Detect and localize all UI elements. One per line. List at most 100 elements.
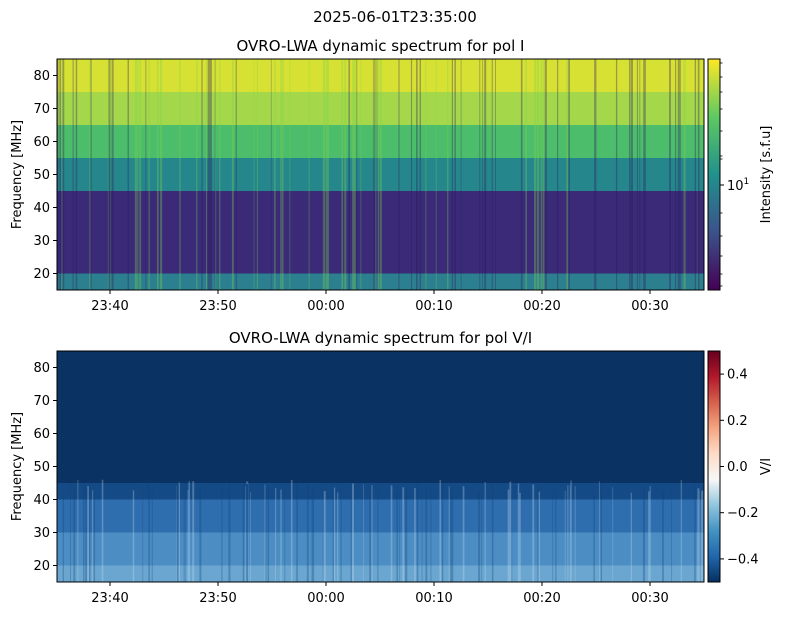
p1-streak	[372, 59, 374, 290]
p1-streak	[594, 59, 597, 290]
p2-streak	[70, 482, 71, 582]
p1-streak	[209, 59, 211, 290]
p2-streak	[509, 481, 512, 582]
p2-band-0	[57, 565, 704, 582]
p2-streak	[697, 488, 700, 582]
p1-streak	[669, 59, 671, 290]
p1-streak	[631, 59, 633, 290]
p1-streak	[636, 59, 638, 290]
p2-streak	[246, 481, 249, 582]
p2-streak	[350, 483, 353, 582]
p1-streak	[109, 59, 111, 290]
p2-streak	[671, 487, 673, 582]
p2-streak	[101, 479, 104, 582]
p2-streak	[430, 489, 432, 582]
p1-band-2	[57, 158, 704, 191]
p1-streak	[520, 59, 523, 290]
p1-ytick-label-60: 60	[33, 135, 50, 150]
p2-streak	[312, 486, 315, 582]
p2-cb-tick-label-4: −0.4	[727, 552, 759, 567]
p2-streak	[539, 491, 541, 582]
p1-streak	[568, 59, 570, 290]
p1-streak	[112, 59, 114, 290]
p1-streak	[348, 59, 350, 290]
p1-streak	[425, 59, 427, 290]
p1-streak	[494, 59, 496, 290]
p1-ylabel: Frequency [MHz]	[10, 120, 25, 229]
p1-streak	[557, 59, 559, 290]
p2-streak	[662, 490, 664, 582]
p1-streak	[57, 59, 59, 290]
p2-streak	[518, 492, 521, 582]
p1-streak	[374, 59, 376, 290]
p1-streak	[377, 59, 380, 290]
p2-streak	[642, 487, 646, 582]
p2-streak	[73, 481, 75, 582]
p1-streak	[145, 59, 147, 290]
p2-ytick-label-50: 50	[33, 460, 50, 475]
p1-streak	[322, 59, 324, 290]
p1-streak	[594, 59, 596, 290]
p2-streak	[491, 480, 494, 582]
p2-streak	[532, 484, 535, 582]
p2-streak	[478, 491, 481, 582]
p2-streak	[264, 484, 266, 582]
p1-streak	[643, 59, 645, 290]
p1-ytick-label-20: 20	[33, 267, 50, 282]
p2-streak	[462, 486, 465, 582]
p2-band-3	[57, 483, 704, 500]
p2-cb-tick-label-2: 0.0	[727, 460, 748, 475]
p2-cb-tick-label-0: 0.4	[727, 368, 748, 383]
p1-streak	[675, 59, 677, 290]
p2-streak	[177, 484, 179, 582]
p1-streak	[419, 59, 421, 290]
p1-ytick-label-40: 40	[33, 201, 50, 216]
p1-streak	[484, 59, 487, 290]
p2-streak	[246, 490, 248, 582]
p1-streak	[270, 59, 272, 290]
panel-1-title: OVRO-LWA dynamic spectrum for pol I	[236, 37, 525, 55]
p2-streak	[176, 485, 178, 582]
p2-streak	[323, 491, 326, 582]
p1-streak	[207, 59, 210, 290]
p2-streak	[552, 482, 554, 582]
p2-streak	[449, 482, 451, 582]
p2-streak	[600, 481, 603, 582]
p2-streak	[450, 488, 453, 582]
p1-streak	[679, 59, 681, 290]
p2-streak	[511, 485, 513, 582]
p2-streak	[537, 486, 539, 582]
p1-streak	[127, 59, 129, 290]
p2-streak	[275, 480, 277, 582]
p1-streak	[542, 59, 545, 290]
p1-streak	[196, 59, 198, 290]
p1-streak	[454, 59, 456, 290]
p1-streak	[566, 59, 569, 290]
p2-streak	[280, 489, 282, 582]
p1-streak	[289, 59, 291, 290]
p2-streak	[73, 488, 76, 582]
p1-streak	[360, 59, 362, 290]
p1-streak	[326, 59, 329, 290]
p1-streak	[89, 59, 92, 290]
p1-streak	[482, 59, 484, 290]
p1-streak	[90, 59, 92, 290]
p2-colorbar-label: V/I	[759, 458, 774, 475]
p1-streak	[544, 59, 547, 290]
p2-streak	[414, 487, 416, 582]
p1-streak	[630, 59, 633, 290]
p2-ytick-label-60: 60	[33, 427, 50, 442]
p2-xtick-label-4: 00:20	[523, 591, 560, 606]
p2-streak	[151, 484, 153, 582]
p2-streak	[322, 490, 324, 582]
p1-streak	[75, 59, 78, 290]
p1-streak	[110, 59, 112, 290]
p1-streak	[525, 59, 527, 290]
p1-streak	[639, 59, 641, 290]
p1-streak	[348, 59, 350, 290]
p2-streak	[517, 483, 520, 582]
p2-streak	[185, 482, 186, 582]
p2-streak	[132, 490, 135, 582]
p2-ytick-label-40: 40	[33, 493, 50, 508]
